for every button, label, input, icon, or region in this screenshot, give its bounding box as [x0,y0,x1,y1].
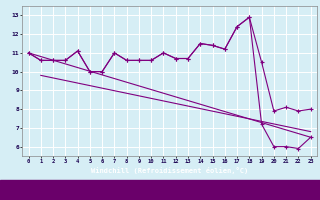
X-axis label: Windchill (Refroidissement éolien,°C): Windchill (Refroidissement éolien,°C) [91,167,248,174]
